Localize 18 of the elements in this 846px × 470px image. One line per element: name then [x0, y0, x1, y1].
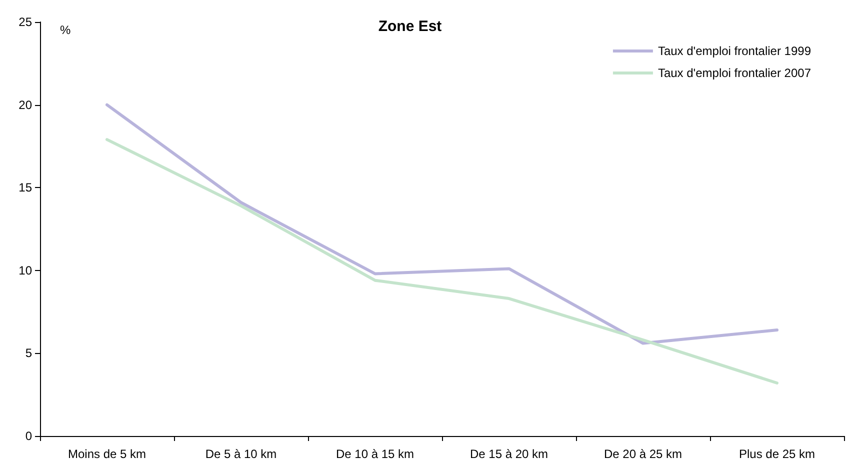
x-tick-label: De 20 à 25 km — [604, 447, 682, 461]
y-tick-label: 15 — [18, 180, 32, 195]
x-tick-label: Plus de 25 km — [738, 447, 816, 461]
y-tick-label: 0 — [25, 429, 32, 443]
y-tick-label: 25 — [18, 15, 32, 29]
y-tick-label: 20 — [18, 98, 32, 112]
y-axis-title: % — [60, 23, 71, 37]
chart-title: Zone Est — [378, 18, 442, 35]
legend-label: Taux d'emploi frontalier 2007 — [658, 66, 812, 80]
legend-label: Taux d'emploi frontalier 1999 — [658, 44, 812, 58]
x-tick-label: De 5 à 10 km — [205, 447, 277, 461]
y-tick-label: 5 — [25, 346, 32, 360]
line-series — [106, 138, 778, 385]
line-series — [106, 103, 778, 345]
x-tick-label: De 10 à 15 km — [336, 447, 414, 461]
y-tick-label: 10 — [18, 263, 32, 278]
x-tick-label: Moins de 5 km — [68, 447, 146, 461]
x-tick-label: De 15 à 20 km — [470, 447, 548, 461]
